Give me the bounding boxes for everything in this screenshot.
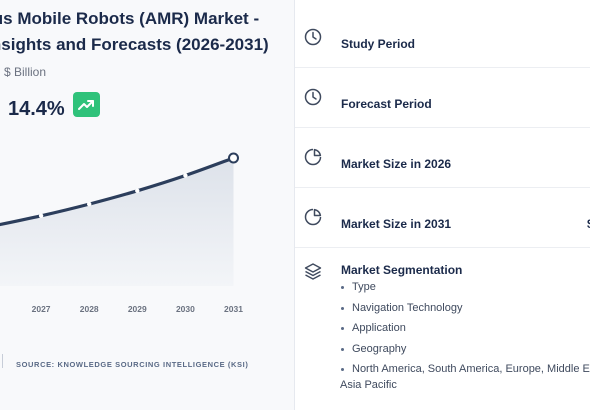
x-tick-label: 2031 bbox=[224, 304, 243, 314]
report-details-panel: Study Period Forecast Period Market Size… bbox=[295, 0, 590, 410]
chart-title-line1: nous Mobile Robots (AMR) Market - bbox=[0, 9, 260, 28]
segmentation-list: Type Navigation Technology Application G… bbox=[340, 280, 590, 398]
market-size-2026-label: Market Size in 2026 bbox=[341, 157, 452, 171]
source-divider bbox=[2, 354, 3, 368]
chart-title: nous Mobile Robots (AMR) Market - s Insi… bbox=[0, 6, 294, 58]
segmentation-title: Market Segmentation bbox=[341, 263, 463, 277]
forecast-period-row: Forecast Period bbox=[295, 67, 590, 128]
data-point-2029[interactable] bbox=[135, 188, 140, 193]
pie-chart-icon bbox=[304, 208, 322, 226]
segmentation-item: Application bbox=[340, 321, 590, 335]
market-size-2026-row: Market Size in 2026 bbox=[295, 127, 590, 188]
market-size-2031-label: Market Size in 2031 bbox=[341, 217, 452, 231]
study-period-row: Study Period bbox=[295, 7, 590, 68]
x-tick-label: 2027 bbox=[32, 304, 51, 314]
segmentation-item: Navigation Technology bbox=[340, 301, 590, 315]
x-tick-label: 2029 bbox=[128, 304, 147, 314]
panel-divider bbox=[294, 0, 295, 410]
data-point-2028[interactable] bbox=[87, 201, 92, 207]
x-tick-label: 2028 bbox=[80, 304, 99, 314]
trending-up-icon bbox=[73, 92, 100, 117]
series-line bbox=[0, 156, 236, 227]
data-point-2027[interactable] bbox=[38, 213, 44, 218]
pie-chart-icon bbox=[304, 148, 322, 166]
study-period-label: Study Period bbox=[341, 37, 416, 51]
chart-card: nous Mobile Robots (AMR) Market - s Insi… bbox=[0, 0, 294, 410]
cagr-value: 14.4% bbox=[8, 98, 65, 120]
x-tick-label: 2030 bbox=[176, 304, 195, 314]
market-size-2031-row: Market Size in 2031 $ bbox=[295, 187, 590, 248]
layers-icon bbox=[304, 263, 322, 280]
segmentation-item: North America, South America, Europe, Mi… bbox=[340, 362, 590, 376]
segmentation-item: Asia Pacific bbox=[340, 378, 397, 391]
forecast-period-label: Forecast Period bbox=[341, 97, 432, 111]
chart-title-line2: s Insights and Forecasts (2026-2031) bbox=[0, 35, 269, 54]
data-point-2030[interactable] bbox=[183, 173, 188, 178]
area-chart: 620272028202920302031 bbox=[0, 152, 243, 314]
market-size-2031-value: $ bbox=[587, 217, 590, 231]
area-fill bbox=[0, 158, 234, 286]
clock-icon bbox=[304, 88, 322, 106]
segmentation-item: Type bbox=[340, 280, 590, 294]
segmentation-item: Geography bbox=[340, 342, 590, 356]
data-point-2031[interactable] bbox=[228, 152, 239, 164]
chart-source: SOURCE: KNOWLEDGE SOURCING INTELLIGENCE … bbox=[16, 360, 249, 369]
chart-unit: n $ Billion bbox=[0, 65, 47, 79]
clock-icon bbox=[304, 28, 322, 46]
